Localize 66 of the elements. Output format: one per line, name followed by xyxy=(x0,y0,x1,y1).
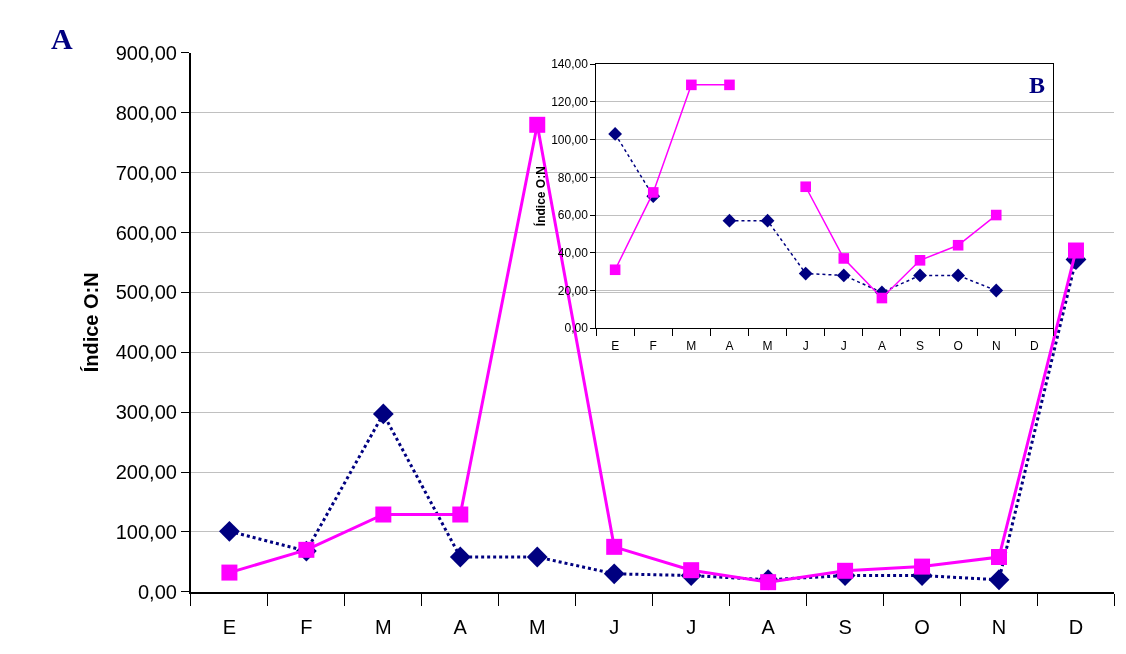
point xyxy=(990,209,1002,221)
x-tick-label: J xyxy=(802,338,809,353)
y-tick-label: 500,00 xyxy=(115,281,177,304)
annotation: B xyxy=(1029,72,1046,98)
text: A xyxy=(51,22,73,55)
point xyxy=(608,127,623,141)
point xyxy=(452,506,469,523)
y-tick-label: 200,00 xyxy=(115,461,177,484)
y-axis-title: Índice O:N xyxy=(533,166,549,227)
x-tick-label: N xyxy=(991,615,1007,638)
point xyxy=(647,187,659,198)
y-tick-label: 700,00 xyxy=(115,161,177,184)
point xyxy=(221,564,238,581)
y-tick-label: 140,00 xyxy=(551,57,589,72)
x-tick-label: S xyxy=(916,338,925,353)
point xyxy=(800,181,811,193)
point xyxy=(526,546,548,568)
y-tick-label: 60,00 xyxy=(557,208,589,223)
x-tick-label: A xyxy=(453,615,468,638)
point xyxy=(529,116,546,133)
x-tick-label: O xyxy=(953,338,963,353)
x-tick-label: M xyxy=(686,338,697,353)
y-tick-label: 400,00 xyxy=(115,341,177,364)
point xyxy=(837,562,854,579)
x-tick-label: D xyxy=(1068,615,1084,638)
point xyxy=(991,549,1008,566)
point xyxy=(375,506,392,523)
y-tick-label: 300,00 xyxy=(115,401,177,424)
x-tick-label: O xyxy=(914,615,930,638)
x-tick-label: J xyxy=(840,338,847,353)
point xyxy=(219,520,240,542)
y-tick-label: 100,00 xyxy=(115,520,177,543)
y-tick-label: 100,00 xyxy=(551,132,589,147)
x-tick-label: J xyxy=(609,615,620,638)
x-tick-label: N xyxy=(991,338,1001,353)
x-tick-label: M xyxy=(528,615,546,638)
point xyxy=(372,403,394,425)
point xyxy=(1067,242,1084,259)
point xyxy=(609,264,621,276)
point xyxy=(606,538,623,555)
point xyxy=(724,79,735,91)
x-tick-label: S xyxy=(838,615,852,638)
y-tick-label: 800,00 xyxy=(115,101,177,124)
point xyxy=(449,546,471,568)
point xyxy=(914,558,931,575)
point xyxy=(686,79,697,91)
x-tick-label: A xyxy=(877,338,886,353)
point xyxy=(603,563,625,585)
point xyxy=(988,569,1010,591)
x-tick-label: F xyxy=(649,338,657,353)
point xyxy=(683,562,700,579)
y-tick-label: 600,00 xyxy=(115,221,177,244)
x-tick-label: M xyxy=(762,338,773,353)
y-tick-label: 0,00 xyxy=(137,580,177,603)
y-tick-label: 80,00 xyxy=(557,170,589,185)
y-tick-label: 900,00 xyxy=(115,41,177,64)
x-tick-label: F xyxy=(300,615,313,638)
x-tick-label: D xyxy=(1030,338,1039,353)
y-axis-title: Índice O:N xyxy=(79,272,102,373)
x-tick-label: M xyxy=(374,615,392,638)
x-tick-label: E xyxy=(222,615,237,638)
x-tick-label: A xyxy=(725,338,734,353)
x-tick-label: A xyxy=(761,615,776,638)
x-tick-label: E xyxy=(611,338,620,353)
x-tick-label: J xyxy=(686,615,697,638)
y-tick-label: 120,00 xyxy=(551,95,589,110)
